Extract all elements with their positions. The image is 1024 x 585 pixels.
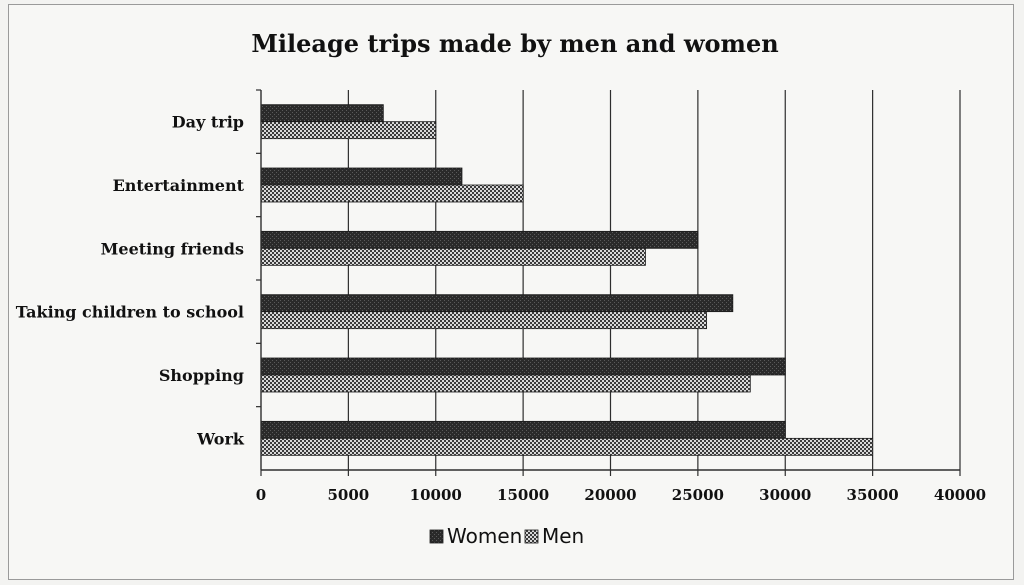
bar-women — [260, 294, 734, 313]
bar-men — [260, 247, 646, 266]
x-tick-label: 40000 — [934, 486, 986, 504]
x-tick-label: 25000 — [672, 486, 724, 504]
bar-men — [260, 184, 524, 203]
bar-men — [260, 437, 874, 456]
category-label: Shopping — [159, 366, 244, 385]
x-tick-label: 30000 — [759, 486, 811, 504]
bar-women — [260, 357, 786, 376]
legend-label-women: Women — [447, 524, 522, 548]
legend-swatch-men — [524, 529, 539, 544]
category-label: Work — [196, 429, 245, 448]
x-tick-label: 5000 — [328, 486, 370, 504]
x-tick-label: 35000 — [847, 486, 899, 504]
chart-title: Mileage trips made by men and women — [251, 29, 778, 58]
legend-swatch-women — [429, 529, 444, 544]
bars — [260, 104, 874, 456]
bar-men — [260, 121, 437, 140]
category-label: Day trip — [172, 113, 244, 132]
x-tick-label: 20000 — [584, 486, 636, 504]
x-tick-label: 10000 — [410, 486, 462, 504]
x-tick-labels: 0 5000 10000 15000 20000 25000 30000 35000 40000 — [256, 486, 986, 504]
axes — [256, 89, 961, 476]
legend: Women Men — [429, 524, 584, 548]
category-label: Entertainment — [113, 176, 245, 195]
bar-men — [260, 311, 708, 330]
x-tick-label: 0 — [256, 486, 266, 504]
bar-men — [260, 374, 751, 393]
grid-lines — [347, 90, 961, 470]
category-labels: Day trip Entertainment Meeting friends Taki… — [16, 113, 245, 449]
category-label: Taking children to school — [16, 303, 244, 322]
bar-women — [260, 167, 463, 186]
bar-women — [260, 104, 384, 123]
chart-frame — [8, 4, 1014, 580]
bar-women — [260, 420, 786, 439]
legend-label-men: Men — [542, 524, 584, 548]
bar-women — [260, 230, 699, 249]
category-label: Meeting friends — [101, 239, 244, 258]
x-tick-label: 15000 — [497, 486, 549, 504]
